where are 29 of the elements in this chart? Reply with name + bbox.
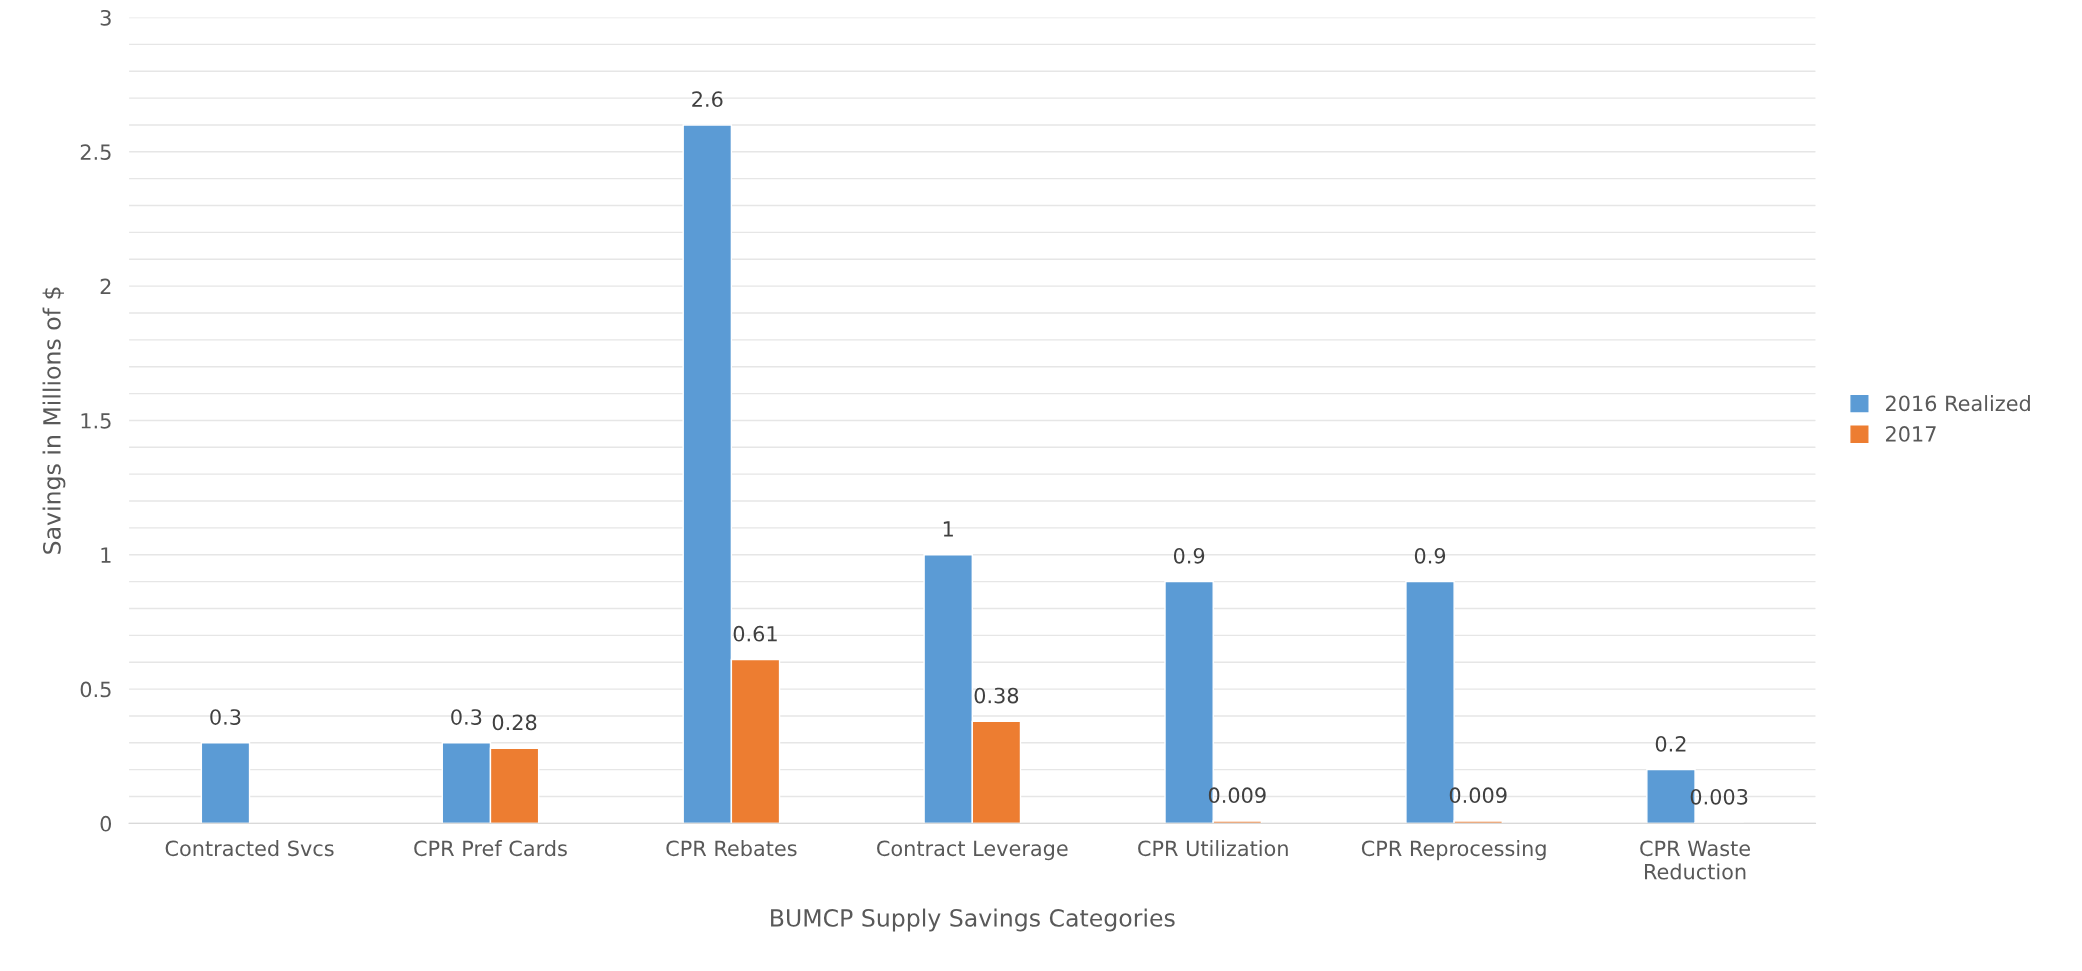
data-label: 0.61 xyxy=(733,625,777,642)
data-label: 0.28 xyxy=(492,714,537,731)
data-label: 0.3 xyxy=(451,709,482,725)
y-tick-label: 0.5 xyxy=(80,681,111,698)
y-tick-label: 0 xyxy=(100,815,112,832)
data-label: 0.2 xyxy=(1655,736,1686,752)
data-label: 2.6 xyxy=(692,91,723,108)
x-axis-title: BUMCP Supply Savings Categories xyxy=(771,908,1175,932)
x-tick-label: CPR Reprocessing xyxy=(1361,840,1546,861)
legend-label: 2017 xyxy=(1885,426,1936,442)
data-label: 0.9 xyxy=(1173,547,1205,564)
x-tick-label: CPR Pref Cards xyxy=(414,840,567,857)
data-label: 1 xyxy=(943,521,953,537)
x-tick-label: CPR Waste Reduction xyxy=(1640,840,1750,880)
x-tick-label: Contracted Svcs xyxy=(165,840,334,857)
y-tick-label: 1.5 xyxy=(81,413,111,429)
y-tick-label: 1 xyxy=(101,547,111,563)
data-label: 0.3 xyxy=(210,709,241,725)
legend-label: 2016 Realized xyxy=(1885,395,2030,412)
bar xyxy=(200,742,251,824)
x-tick-label: CPR Rebates xyxy=(666,840,797,857)
y-axis-title: Savings in Millions of $ xyxy=(42,287,66,554)
x-tick-label: CPR Utilization xyxy=(1138,840,1288,857)
x-tick-label: Contract Leverage xyxy=(877,840,1068,861)
data-label: 0.38 xyxy=(974,687,1019,704)
y-tick-label: 2.5 xyxy=(80,144,111,161)
y-tick-label: 3 xyxy=(100,9,111,26)
data-label: 0.9 xyxy=(1414,547,1446,564)
y-tick-label: 2 xyxy=(100,278,111,295)
